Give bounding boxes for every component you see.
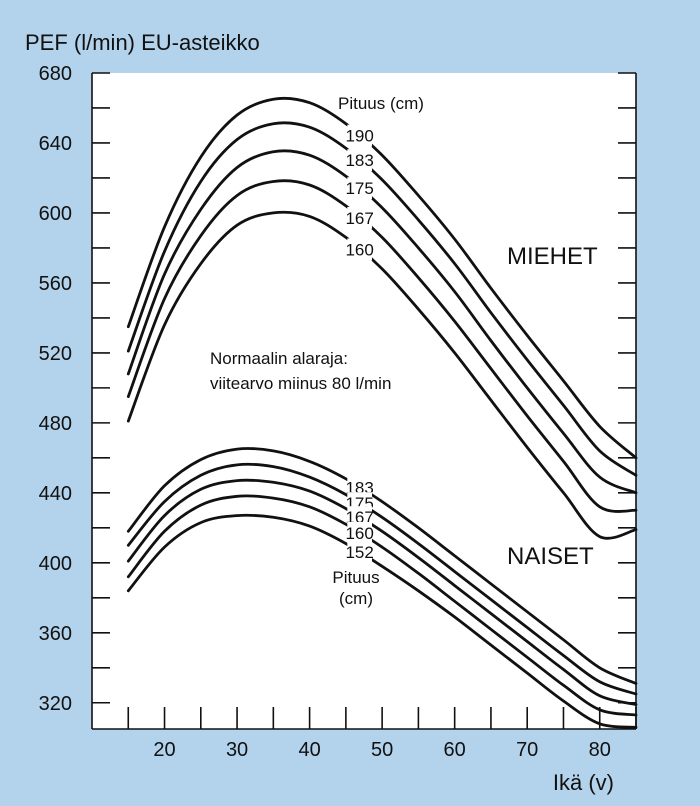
men-height-label-167: 167	[345, 209, 373, 228]
group-label-women: NAISET	[507, 543, 594, 570]
y-tick-label: 560	[39, 273, 72, 295]
chart-title: PEF (l/min) EU-asteikko	[25, 30, 260, 55]
women-legend-title-2: (cm)	[339, 589, 373, 608]
label-gap	[347, 521, 372, 544]
y-tick-label: 440	[39, 483, 72, 505]
men-height-label-183: 183	[345, 151, 373, 170]
annotation-line-1: Normaalin alaraja:	[210, 349, 348, 368]
women-curve-160	[126, 494, 638, 717]
y-tick-label: 640	[39, 133, 72, 155]
women-height-label-160: 160	[345, 524, 373, 543]
men-curve-190	[126, 96, 638, 460]
men-legend-title: Pituus (cm)	[338, 94, 424, 113]
y-tick-label: 600	[39, 203, 72, 225]
x-tick-label: 40	[298, 739, 320, 761]
label-gap	[347, 541, 372, 564]
x-tick-label: 20	[153, 739, 175, 761]
men-curve-183	[126, 121, 638, 477]
men-height-label-190: 190	[345, 127, 373, 146]
men-height-label-160: 160	[345, 240, 373, 259]
label-gap	[347, 206, 372, 229]
labels: 320 360 400 440 480 520 560 600 640 680 20 30 40 50 60…	[39, 63, 611, 761]
women-curve-167	[126, 478, 638, 706]
y-tick-label: 360	[39, 623, 72, 645]
women-curve-175	[126, 462, 638, 696]
x-axis-title: Ikä (v)	[553, 770, 614, 795]
women-legend-title-1: Pituus	[332, 568, 379, 587]
axes	[91, 72, 637, 730]
women-height-label-152: 152	[345, 543, 373, 562]
label-gap	[347, 238, 372, 261]
label-gap	[347, 124, 372, 147]
y-tick-label: 400	[39, 553, 72, 575]
label-gap	[347, 177, 372, 200]
y-tick-label: 480	[39, 413, 72, 435]
men-height-label-175: 175	[345, 179, 373, 198]
women-curve-183	[126, 447, 638, 685]
x-tick-label: 60	[444, 739, 466, 761]
x-tick-label: 70	[516, 739, 538, 761]
men-curve-167	[126, 179, 638, 513]
x-tick-label: 50	[371, 739, 393, 761]
y-tick-label: 680	[39, 63, 72, 85]
plot-area	[92, 73, 636, 729]
annotation-line-2: viitearvo miinus 80 l/min	[210, 374, 391, 393]
men-curve-175	[126, 149, 638, 495]
y-tick-label: 320	[39, 693, 72, 715]
y-tick-label: 520	[39, 343, 72, 365]
label-gap	[347, 149, 372, 172]
men-curve-160	[126, 210, 638, 540]
x-tick-label: 30	[226, 739, 248, 761]
group-label-men: MIEHET	[507, 243, 598, 270]
x-tick-label: 80	[589, 739, 611, 761]
women-curve-152	[126, 513, 638, 729]
